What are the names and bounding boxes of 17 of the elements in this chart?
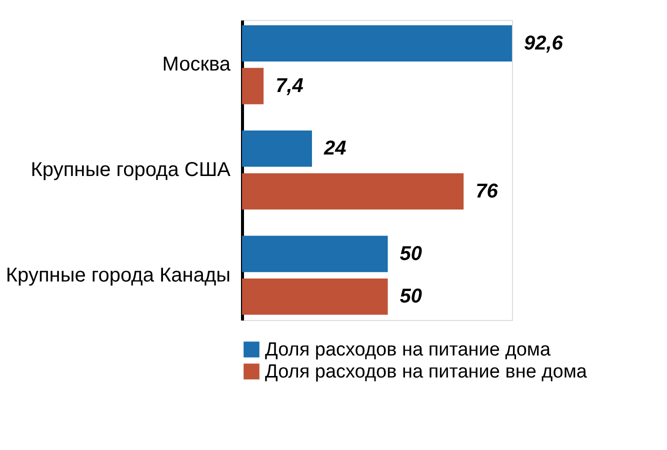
y-tick-label: Крупные города США	[30, 159, 232, 181]
bar	[242, 236, 388, 272]
y-tick-label: Москва	[162, 54, 232, 76]
data-label: 92,6	[524, 32, 564, 54]
legend-label: Доля расходов на питание вне дома	[265, 362, 588, 382]
bar	[242, 278, 388, 315]
data-label: 50	[400, 286, 422, 308]
bar	[242, 130, 312, 167]
bar	[242, 173, 464, 210]
data-label: 76	[476, 180, 499, 202]
bar	[242, 25, 512, 62]
data-label: 50	[400, 242, 422, 265]
legend-label: Доля расходов на питание дома	[265, 340, 551, 360]
bar	[242, 68, 264, 104]
data-label: 24	[322, 138, 346, 160]
data-label: 7,4	[276, 75, 304, 98]
y-tick-label: Крупные города Канады	[6, 264, 230, 286]
